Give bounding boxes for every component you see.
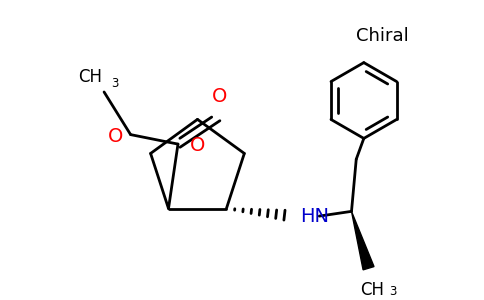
Text: 3: 3 bbox=[390, 285, 397, 298]
Polygon shape bbox=[351, 212, 374, 270]
Text: CH: CH bbox=[361, 281, 384, 299]
Text: O: O bbox=[212, 87, 227, 106]
Text: 3: 3 bbox=[112, 77, 119, 90]
Text: O: O bbox=[107, 127, 123, 146]
Text: Chiral: Chiral bbox=[356, 26, 408, 44]
Text: O: O bbox=[190, 136, 205, 155]
Text: HN: HN bbox=[301, 207, 329, 226]
Text: CH: CH bbox=[78, 68, 102, 86]
